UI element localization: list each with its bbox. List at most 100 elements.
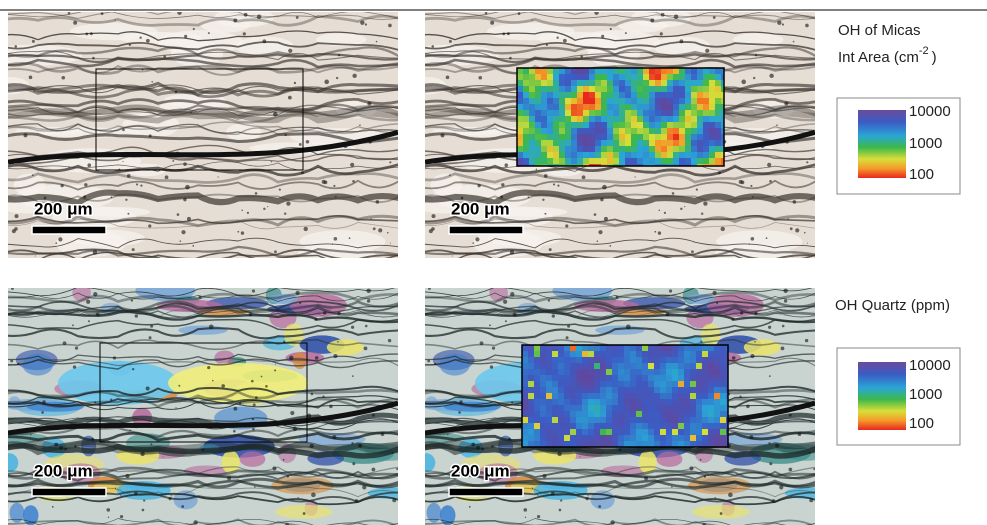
speck [741, 80, 746, 85]
map-cell [553, 128, 559, 134]
speck [776, 124, 778, 126]
map-cell [583, 158, 589, 164]
map-cell [696, 375, 702, 381]
speck [194, 153, 195, 154]
map-cell [709, 86, 715, 92]
map-cell [690, 351, 696, 357]
map-cell [582, 411, 588, 417]
map-cell [528, 429, 534, 435]
speck [23, 133, 27, 137]
map-cell [577, 122, 583, 128]
speck [148, 224, 151, 227]
map-cell [625, 104, 631, 110]
speck [265, 385, 268, 388]
map-cell [631, 140, 637, 146]
map-cell [703, 152, 709, 158]
map-cell [589, 98, 595, 104]
map-cell [559, 68, 565, 74]
map-cell [636, 351, 642, 357]
map-cell [558, 411, 564, 417]
speck [549, 248, 552, 251]
speck [783, 289, 787, 293]
speck [362, 485, 366, 489]
speck [72, 324, 74, 326]
map-cell [660, 399, 666, 405]
speck [74, 445, 77, 448]
map-cell [654, 435, 660, 441]
legend-subtitle-text: Int Area (cm [838, 49, 919, 66]
map-cell [667, 152, 673, 158]
map-cell [691, 68, 697, 74]
speck [542, 474, 546, 478]
map-cell [637, 122, 643, 128]
map-cell [648, 435, 654, 441]
map-cell [540, 351, 546, 357]
speck [580, 456, 581, 457]
map-cell [553, 116, 559, 122]
speck [324, 80, 329, 85]
map-cell [702, 417, 708, 423]
speck [41, 411, 44, 414]
map-cell [715, 134, 721, 140]
map-cell [684, 417, 690, 423]
map-cell [588, 363, 594, 369]
speck [510, 292, 514, 296]
map-cell [570, 399, 576, 405]
map-cell [540, 369, 546, 375]
speck [150, 325, 153, 328]
speck [35, 255, 36, 256]
map-cell [667, 98, 673, 104]
map-cell [541, 92, 547, 98]
speck [352, 375, 354, 377]
map-cell [523, 140, 529, 146]
grain [327, 339, 364, 355]
map-cell [667, 92, 673, 98]
speck [446, 76, 450, 80]
map-cell [702, 369, 708, 375]
speck [323, 311, 326, 314]
speck [714, 497, 715, 498]
map-cell [631, 134, 637, 140]
speck [766, 237, 768, 239]
map-cell [613, 98, 619, 104]
map-cell [714, 399, 720, 405]
map-cell [564, 411, 570, 417]
map-cell [606, 363, 612, 369]
map-cell [619, 122, 625, 128]
map-cell [661, 68, 667, 74]
map-cell [528, 345, 534, 351]
speck [254, 486, 256, 488]
map-cell [570, 345, 576, 351]
speck [252, 289, 255, 292]
map-cell [577, 146, 583, 152]
speck [731, 318, 734, 321]
map-cell [642, 357, 648, 363]
map-cell [606, 399, 612, 405]
map-cell [601, 86, 607, 92]
map-cell [703, 110, 709, 116]
map-cell [559, 98, 565, 104]
map-cell [601, 146, 607, 152]
map-cell [624, 417, 630, 423]
speck [536, 168, 538, 170]
map-cell [564, 423, 570, 429]
map-cell [685, 86, 691, 92]
map-cell [535, 158, 541, 164]
map-cell [696, 387, 702, 393]
map-cell [696, 351, 702, 357]
map-cell [697, 146, 703, 152]
map-cell [618, 345, 624, 351]
map-cell [631, 68, 637, 74]
map-cell [684, 429, 690, 435]
map-cell [684, 345, 690, 351]
map-cell [631, 152, 637, 158]
map-cell [720, 351, 726, 357]
map-cell [541, 146, 547, 152]
map-cell [582, 351, 588, 357]
map-cell [588, 399, 594, 405]
map-cell [570, 393, 576, 399]
map-cell [714, 387, 720, 393]
speck [513, 313, 517, 317]
map-cell [577, 152, 583, 158]
speck [301, 171, 304, 174]
